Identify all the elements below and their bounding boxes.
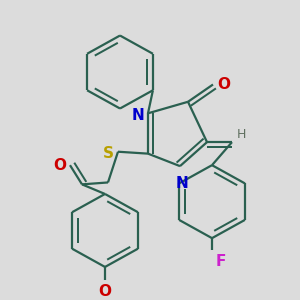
- Text: O: O: [217, 77, 230, 92]
- Text: O: O: [53, 158, 66, 173]
- Text: H: H: [237, 128, 246, 141]
- Text: F: F: [216, 254, 226, 268]
- Text: S: S: [103, 146, 114, 161]
- Text: N: N: [131, 108, 144, 123]
- Text: N: N: [176, 176, 188, 191]
- Text: O: O: [98, 284, 112, 299]
